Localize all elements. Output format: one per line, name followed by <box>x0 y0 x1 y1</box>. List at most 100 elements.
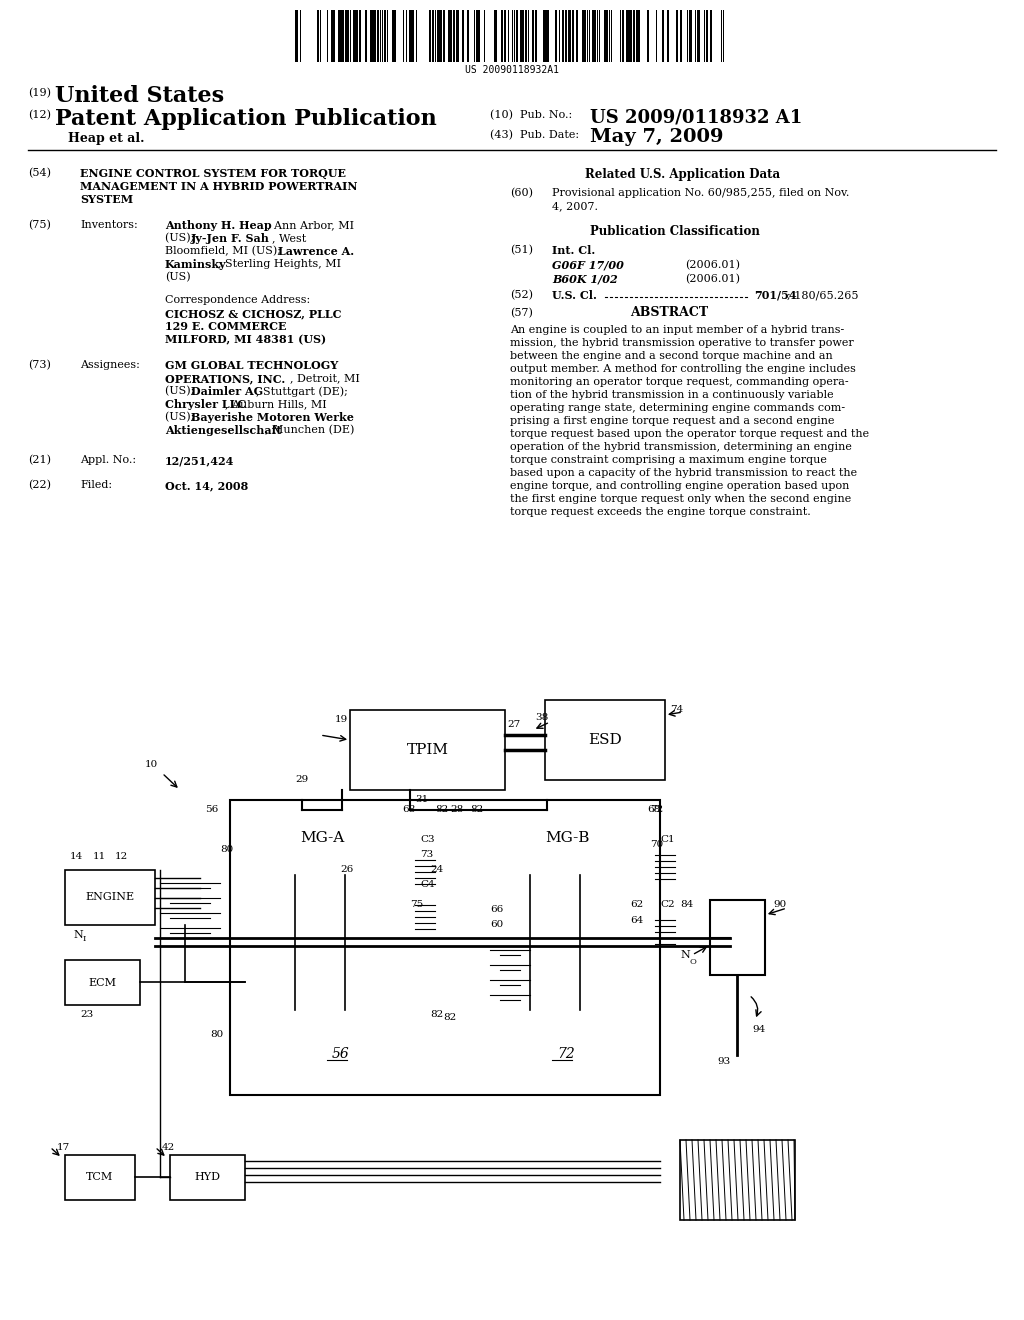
Text: United States: United States <box>55 84 224 107</box>
Bar <box>394 11 396 62</box>
Text: 72: 72 <box>557 1047 574 1061</box>
Text: (57): (57) <box>510 308 532 318</box>
Text: Correspondence Address:: Correspondence Address: <box>165 294 310 305</box>
Text: Int. Cl.: Int. Cl. <box>552 246 595 256</box>
Text: , Ann Arbor, MI: , Ann Arbor, MI <box>267 220 354 230</box>
Text: TPIM: TPIM <box>407 743 449 756</box>
Text: 64: 64 <box>630 916 643 925</box>
Text: tion of the hybrid transmission in a continuously variable: tion of the hybrid transmission in a con… <box>510 389 834 400</box>
Text: Related U.S. Application Data: Related U.S. Application Data <box>585 168 780 181</box>
Text: 75: 75 <box>410 900 423 909</box>
Text: 10: 10 <box>145 760 159 770</box>
Text: 701/54: 701/54 <box>754 290 797 301</box>
Text: 56: 56 <box>205 805 218 814</box>
Text: 14: 14 <box>70 851 83 861</box>
Bar <box>439 11 442 62</box>
Bar <box>233 1014 245 1028</box>
Bar <box>365 11 367 62</box>
Text: Bayerishe Motoren Werke: Bayerishe Motoren Werke <box>191 412 354 422</box>
Text: 84: 84 <box>680 900 693 909</box>
Text: GM GLOBAL TECHNOLOGY: GM GLOBAL TECHNOLOGY <box>165 360 338 371</box>
Text: 27: 27 <box>507 719 520 729</box>
Text: 38: 38 <box>535 713 548 722</box>
Text: US 2009/0118932 A1: US 2009/0118932 A1 <box>590 108 802 125</box>
Text: 94: 94 <box>752 1026 765 1034</box>
Text: Heap et al.: Heap et al. <box>68 132 144 145</box>
Text: (51): (51) <box>510 246 534 255</box>
Text: operating range state, determining engine commands com-: operating range state, determining engin… <box>510 403 845 413</box>
Text: 29: 29 <box>295 775 308 784</box>
Bar <box>331 11 333 62</box>
Text: Appl. No.:: Appl. No.: <box>80 455 136 465</box>
Text: OPERATIONS, INC.: OPERATIONS, INC. <box>165 374 286 384</box>
Text: ESD: ESD <box>588 733 622 747</box>
Text: ENGINE CONTROL SYSTEM FOR TORQUE: ENGINE CONTROL SYSTEM FOR TORQUE <box>80 168 346 180</box>
Text: 80: 80 <box>220 845 233 854</box>
Bar <box>626 11 629 62</box>
Text: operation of the hybrid transmission, determining an engine: operation of the hybrid transmission, de… <box>510 442 852 451</box>
Bar <box>467 11 469 62</box>
Text: O: O <box>690 958 697 966</box>
Bar <box>504 11 506 62</box>
Bar <box>350 710 505 789</box>
Bar <box>65 870 155 925</box>
Bar <box>233 805 245 820</box>
Text: 26: 26 <box>340 865 353 874</box>
Text: C3: C3 <box>420 836 434 843</box>
Text: (22): (22) <box>28 480 51 490</box>
Text: (60): (60) <box>510 187 534 198</box>
Bar <box>629 11 632 62</box>
Bar <box>697 11 700 62</box>
Text: 82: 82 <box>470 805 483 814</box>
Bar <box>296 11 298 62</box>
Text: (US);: (US); <box>165 385 198 396</box>
Bar <box>706 11 708 62</box>
Text: (73): (73) <box>28 360 51 371</box>
Text: US 20090118932A1: US 20090118932A1 <box>465 65 559 75</box>
Text: (US): (US) <box>165 272 190 282</box>
Text: 17: 17 <box>57 1143 71 1152</box>
Bar <box>65 960 140 1005</box>
Bar <box>582 11 585 62</box>
Bar <box>562 11 564 62</box>
Text: C4: C4 <box>420 880 434 888</box>
Text: MANAGEMENT IN A HYBRID POWERTRAIN: MANAGEMENT IN A HYBRID POWERTRAIN <box>80 181 357 191</box>
Text: 82: 82 <box>443 1012 457 1022</box>
Bar <box>453 11 455 62</box>
Text: 82: 82 <box>430 1010 443 1019</box>
Bar <box>680 11 682 62</box>
Bar <box>245 800 400 875</box>
Text: 42: 42 <box>162 1143 175 1152</box>
Text: ; 180/65.265: ; 180/65.265 <box>787 290 858 300</box>
Text: (52): (52) <box>510 290 534 301</box>
Bar <box>370 11 372 62</box>
Text: , Munchen (DE): , Munchen (DE) <box>265 425 354 436</box>
Text: (21): (21) <box>28 455 51 466</box>
Text: 12/251,424: 12/251,424 <box>165 455 234 466</box>
Text: Daimler AG: Daimler AG <box>191 385 263 397</box>
Bar <box>230 800 660 1096</box>
Bar <box>516 11 518 62</box>
Text: 62: 62 <box>630 900 643 909</box>
Text: 82: 82 <box>435 805 449 814</box>
Text: B60K 1/02: B60K 1/02 <box>552 275 617 285</box>
Text: Chrysler LLC: Chrysler LLC <box>165 399 246 411</box>
Text: MG-A: MG-A <box>300 830 345 845</box>
Bar <box>637 11 640 62</box>
Text: Filed:: Filed: <box>80 480 112 490</box>
Text: Assignees:: Assignees: <box>80 360 140 370</box>
Bar <box>604 11 607 62</box>
Text: 12: 12 <box>115 851 128 861</box>
Text: Publication Classification: Publication Classification <box>590 224 760 238</box>
Text: N: N <box>73 931 83 940</box>
Text: TCM: TCM <box>86 1172 114 1183</box>
Bar <box>338 11 340 62</box>
Text: Kaminsky: Kaminsky <box>165 259 226 271</box>
Bar <box>345 11 348 62</box>
Text: (54): (54) <box>28 168 51 178</box>
Text: 28: 28 <box>450 805 463 814</box>
Text: Lawrence A.: Lawrence A. <box>278 246 354 257</box>
Bar <box>356 11 358 62</box>
Text: I: I <box>83 935 86 942</box>
Bar <box>392 11 394 62</box>
